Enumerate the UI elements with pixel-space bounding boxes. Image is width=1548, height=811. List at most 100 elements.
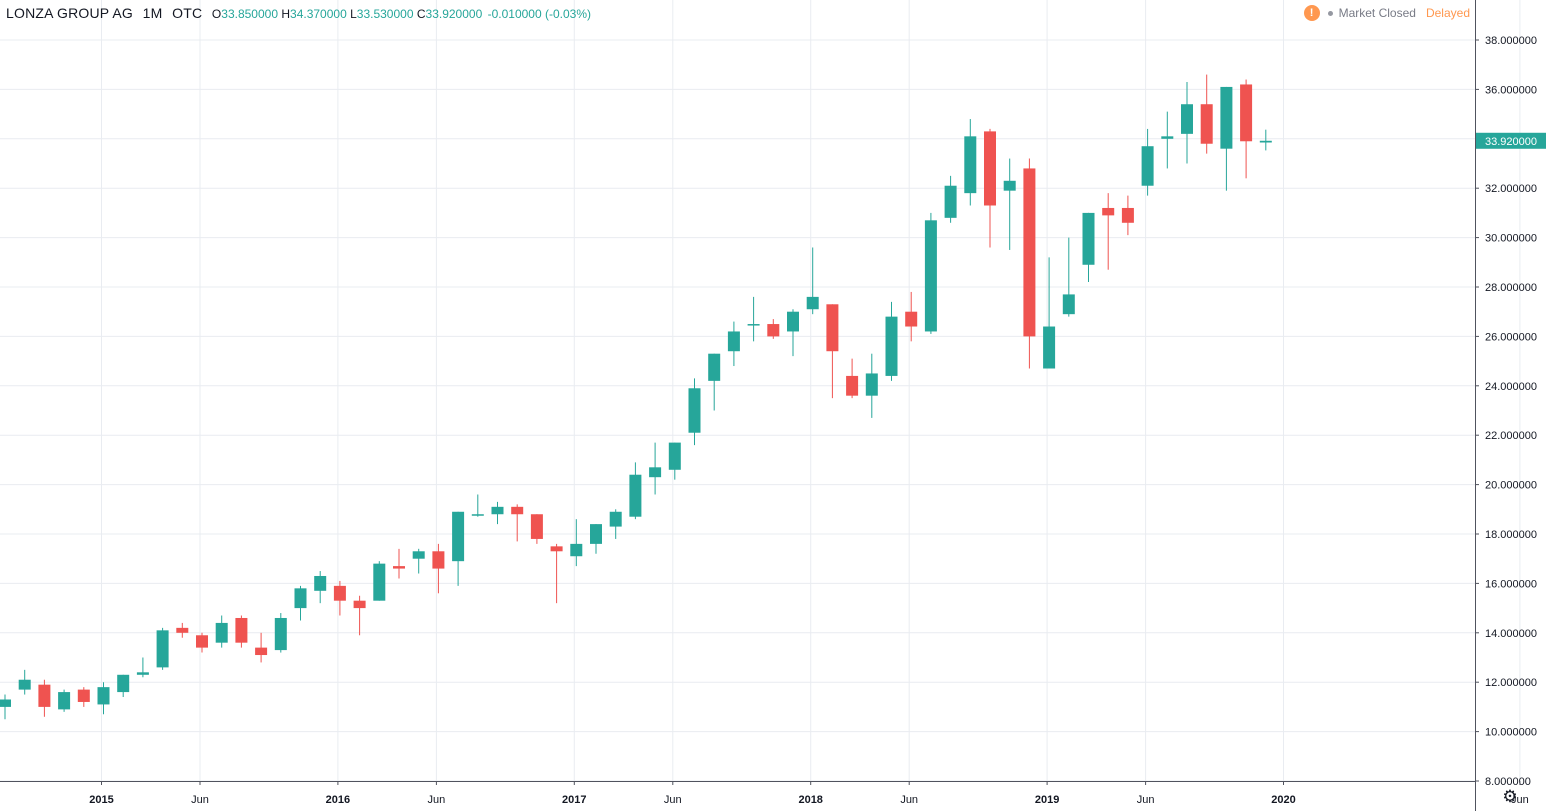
candle (353, 595, 366, 636)
candle (747, 296, 760, 342)
y-tick-label: 22.000000 (1485, 430, 1537, 442)
candle-body (708, 353, 721, 381)
candle-body (609, 511, 622, 527)
candle (846, 358, 859, 399)
candle (1161, 111, 1174, 169)
candle-body (984, 131, 996, 206)
candle-body (294, 588, 307, 609)
candle (412, 548, 425, 574)
y-tick-label: 18.000000 (1485, 529, 1537, 541)
x-tick-label: Jun (664, 794, 682, 806)
y-tick-label: 10.000000 (1485, 727, 1537, 739)
candle-body (530, 514, 543, 539)
y-tick-label: 12.000000 (1485, 677, 1537, 689)
candle-body (196, 635, 208, 648)
candle (77, 687, 90, 707)
candle-body (964, 136, 977, 194)
candle (196, 632, 208, 653)
open-label: O (211, 7, 222, 21)
y-tick-label: 28.000000 (1485, 282, 1537, 294)
candle (1043, 257, 1056, 369)
candle-body (1023, 168, 1036, 337)
candle-body (787, 311, 799, 332)
candle (0, 694, 11, 720)
x-tick-label: 2020 (1271, 794, 1295, 806)
candle (806, 247, 819, 315)
candle-body (649, 467, 662, 478)
candle-body (727, 331, 740, 352)
market-status: ! Market Closed Delayed (1303, 5, 1470, 21)
y-tick-label: 14.000000 (1485, 628, 1537, 640)
candle (727, 321, 740, 367)
candle-body (1181, 104, 1193, 134)
candle (944, 175, 957, 223)
candle (373, 561, 386, 601)
candle (1181, 81, 1193, 164)
candle (1259, 129, 1272, 151)
candle (708, 353, 721, 411)
candle-body (18, 679, 31, 690)
ohlc-values: O33.850000 H34.370000 L33.530000 C33.920… (212, 7, 591, 21)
candle-body (136, 672, 149, 675)
candle (491, 501, 504, 525)
candle-body (176, 627, 189, 633)
candle (787, 309, 799, 357)
x-tick-label: Jun (900, 794, 918, 806)
candle (649, 442, 662, 495)
candle-body (353, 600, 366, 609)
candle-body (1062, 294, 1075, 315)
x-tick-label: 2016 (326, 794, 350, 806)
candle-body (590, 524, 602, 544)
y-tick-label: 32.000000 (1485, 183, 1537, 195)
x-tick-label: Jun (191, 794, 209, 806)
candle (1121, 195, 1134, 236)
candle-body (373, 563, 386, 601)
chart-legend: LONZA GROUP AG 1M OTC O33.850000 H34.370… (6, 5, 591, 21)
candle (688, 378, 701, 446)
alert-icon[interactable]: ! (1303, 5, 1320, 21)
candle-body (0, 699, 11, 707)
candle (471, 494, 484, 517)
gear-icon[interactable]: ⚙ (1502, 787, 1518, 806)
candle-body (333, 585, 346, 601)
candle (629, 462, 642, 520)
candle-body (944, 185, 957, 218)
candle-body (846, 375, 859, 396)
candle (136, 657, 149, 678)
candle (905, 291, 918, 342)
status-dot-icon (1327, 10, 1333, 16)
candle (393, 548, 405, 579)
candle (885, 301, 898, 381)
candle-body (865, 373, 878, 396)
candle-body (1141, 146, 1154, 186)
candle (215, 615, 228, 648)
candle (314, 571, 327, 604)
candle-body (77, 689, 90, 702)
candle (964, 119, 977, 206)
candle-body (1259, 140, 1272, 143)
candle (235, 615, 248, 648)
candle (767, 319, 780, 339)
y-tick-label: 26.000000 (1485, 331, 1537, 343)
candle-body (1161, 136, 1174, 139)
candle-body (747, 324, 760, 326)
candle (1003, 158, 1016, 250)
interval-label[interactable]: 1M (142, 5, 163, 21)
low-label: L (350, 7, 357, 21)
candle (865, 353, 878, 418)
candle-body (314, 575, 327, 591)
x-tick-label: Jun (428, 794, 446, 806)
candle (432, 543, 445, 594)
last-price-badge (1476, 132, 1546, 149)
candle-body (806, 296, 819, 310)
candle (117, 674, 130, 698)
candle-body (1240, 84, 1253, 142)
candle-body (1082, 212, 1095, 265)
symbol-name[interactable]: LONZA GROUP AG (6, 5, 134, 21)
high-label: H (281, 7, 291, 21)
candle (18, 669, 31, 695)
candle-body (629, 474, 642, 517)
open-value: 33.850000 (221, 7, 278, 21)
candle-body (1043, 326, 1056, 369)
